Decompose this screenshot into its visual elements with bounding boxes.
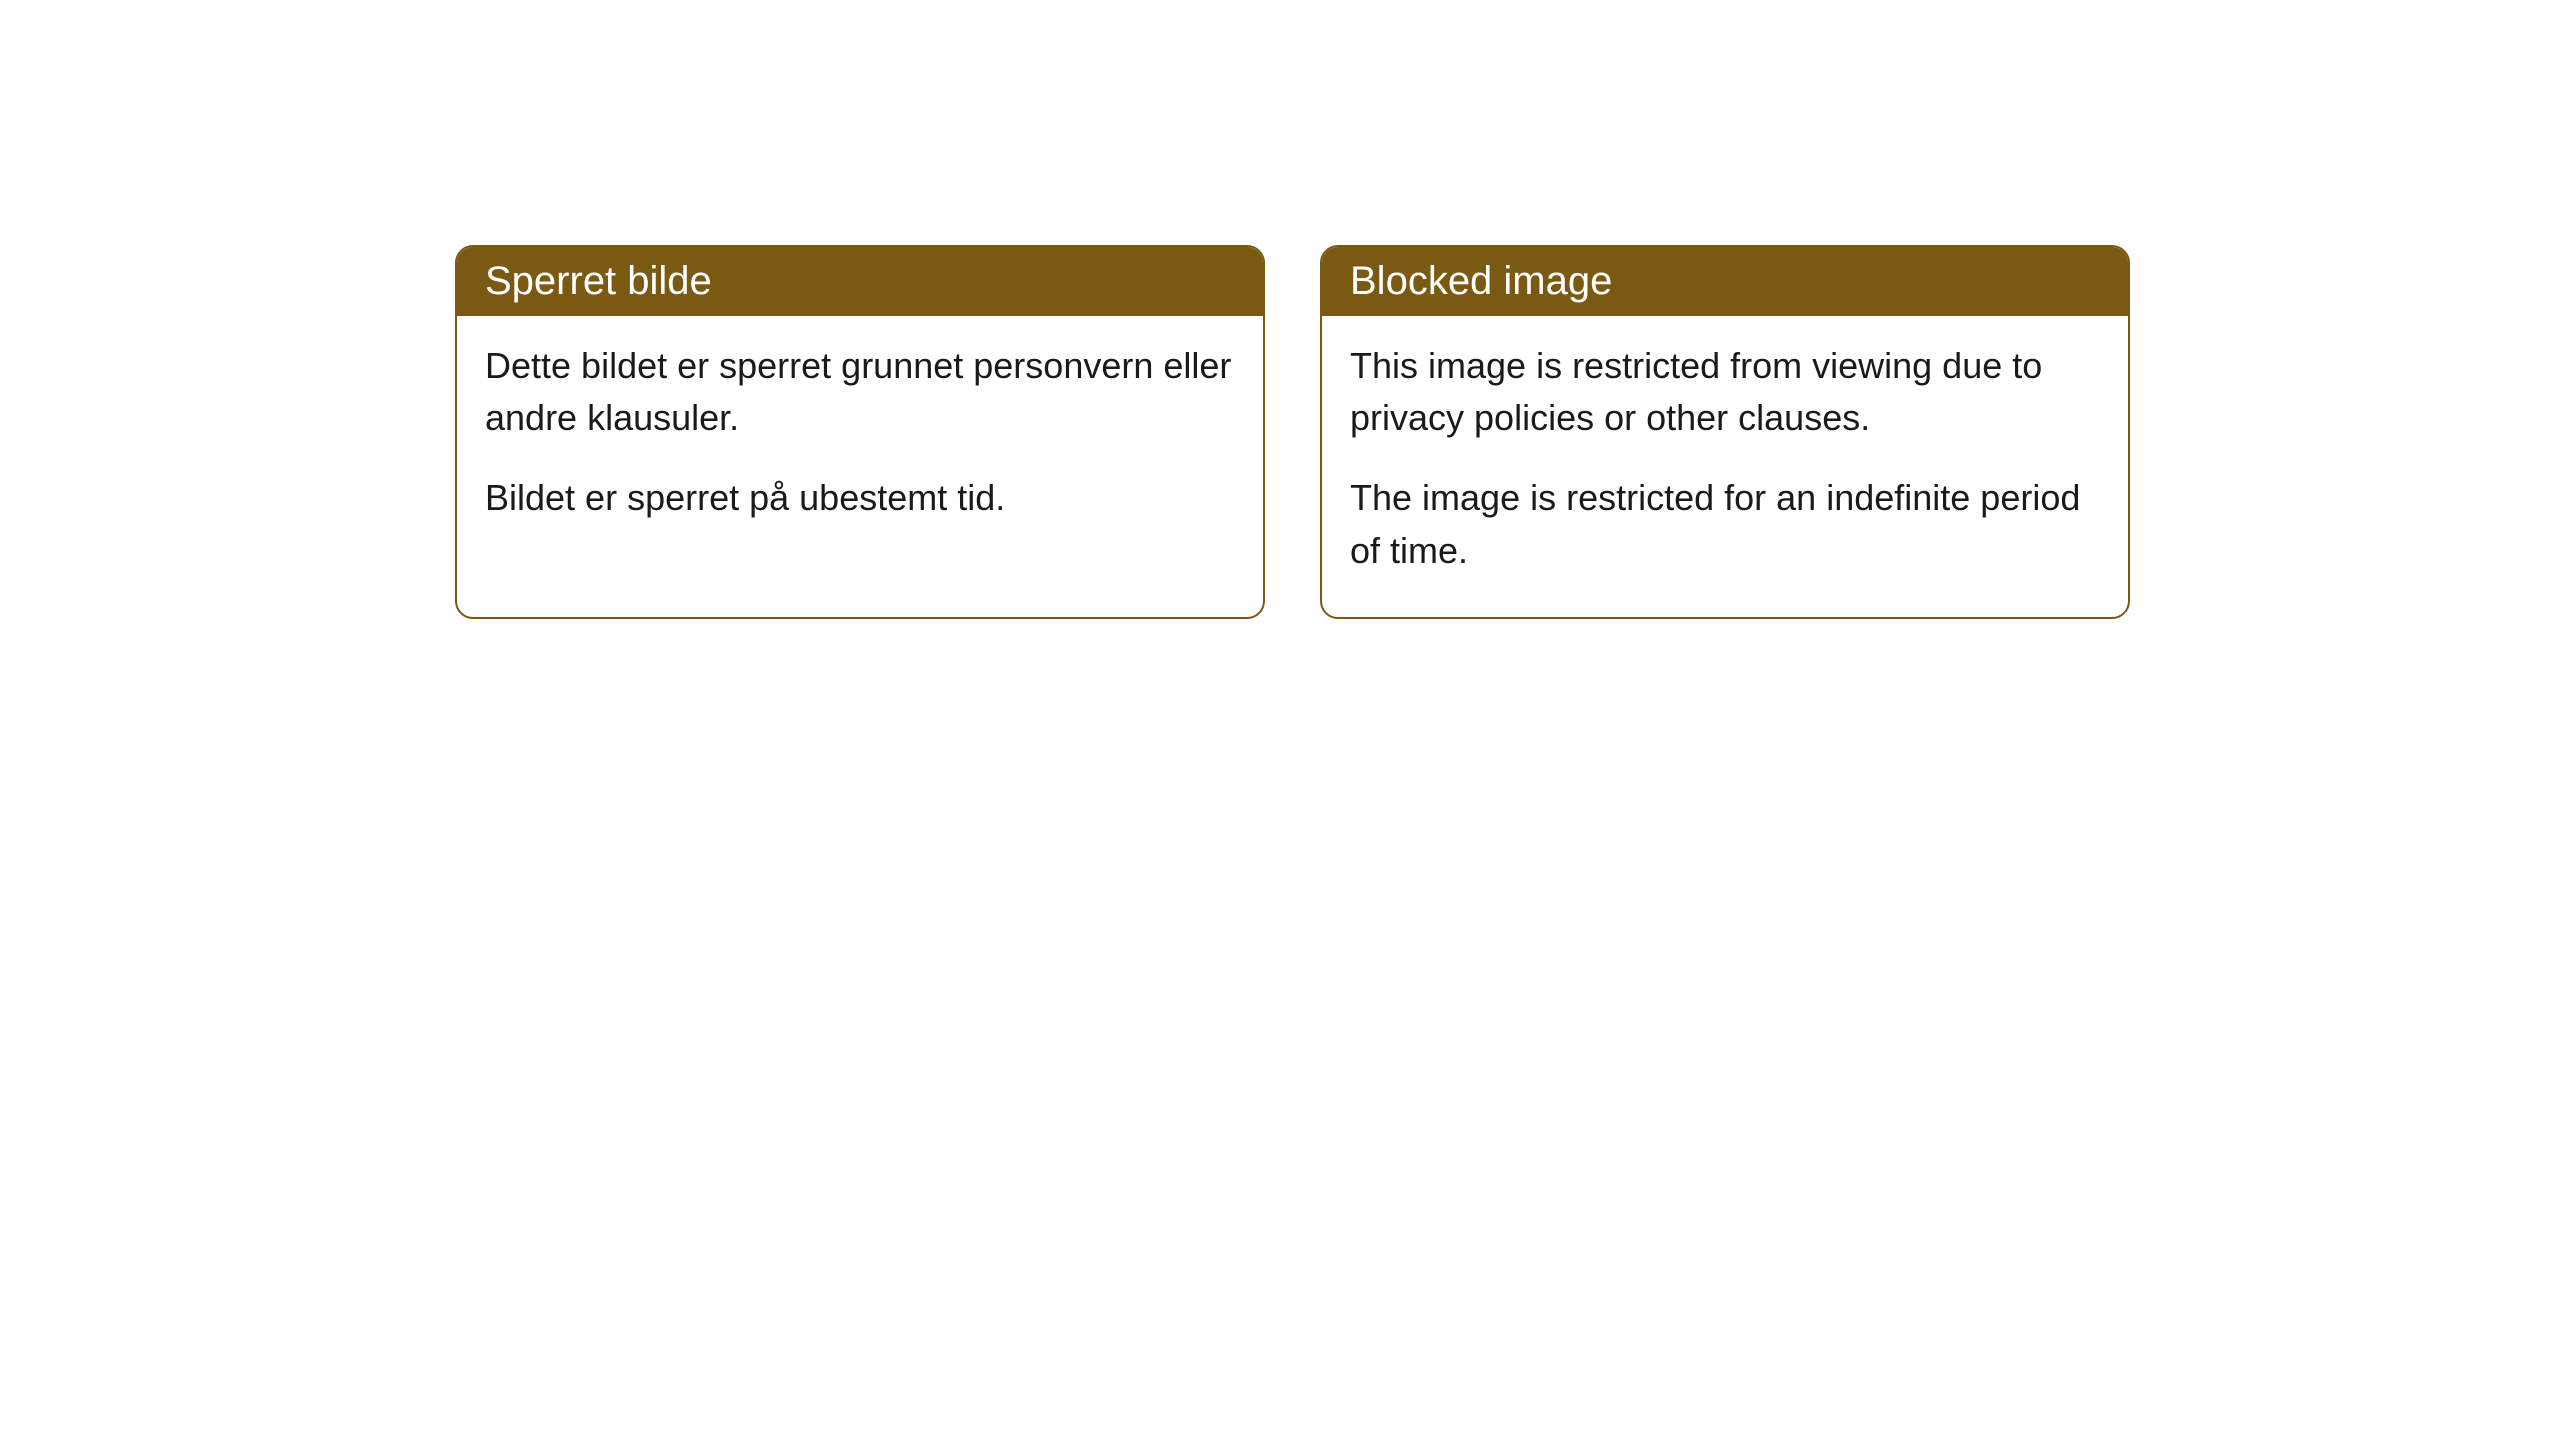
card-paragraph: Dette bildet er sperret grunnet personve… bbox=[485, 340, 1235, 444]
card-paragraph: The image is restricted for an indefinit… bbox=[1350, 472, 2100, 576]
blocked-image-card-english: Blocked image This image is restricted f… bbox=[1320, 245, 2130, 619]
card-paragraph: Bildet er sperret på ubestemt tid. bbox=[485, 472, 1235, 524]
card-header-norwegian: Sperret bilde bbox=[457, 247, 1263, 316]
card-body-norwegian: Dette bildet er sperret grunnet personve… bbox=[457, 316, 1263, 565]
blocked-image-card-norwegian: Sperret bilde Dette bildet er sperret gr… bbox=[455, 245, 1265, 619]
card-body-english: This image is restricted from viewing du… bbox=[1322, 316, 2128, 617]
card-title: Sperret bilde bbox=[485, 259, 712, 303]
card-container: Sperret bilde Dette bildet er sperret gr… bbox=[0, 0, 2560, 619]
card-paragraph: This image is restricted from viewing du… bbox=[1350, 340, 2100, 444]
card-header-english: Blocked image bbox=[1322, 247, 2128, 316]
card-title: Blocked image bbox=[1350, 259, 1612, 303]
